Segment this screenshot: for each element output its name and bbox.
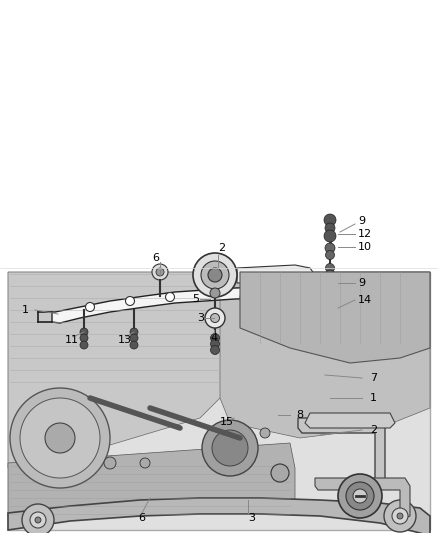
Text: 2: 2 xyxy=(370,425,377,435)
Text: 6: 6 xyxy=(138,513,145,523)
Circle shape xyxy=(325,263,335,272)
Circle shape xyxy=(325,280,335,290)
Circle shape xyxy=(338,474,382,518)
Polygon shape xyxy=(220,272,430,438)
Circle shape xyxy=(152,264,168,280)
Circle shape xyxy=(346,482,374,510)
Text: 3: 3 xyxy=(197,313,204,323)
Circle shape xyxy=(10,388,110,488)
Circle shape xyxy=(140,458,150,468)
Circle shape xyxy=(325,287,335,296)
Polygon shape xyxy=(8,498,430,533)
Polygon shape xyxy=(52,287,325,323)
Ellipse shape xyxy=(240,280,290,316)
Text: 15: 15 xyxy=(220,417,234,427)
Circle shape xyxy=(384,500,416,532)
Circle shape xyxy=(104,457,116,469)
Circle shape xyxy=(80,328,88,336)
Circle shape xyxy=(211,340,219,349)
Circle shape xyxy=(271,464,289,482)
Polygon shape xyxy=(298,418,385,493)
Circle shape xyxy=(208,268,222,282)
Circle shape xyxy=(130,341,138,349)
Circle shape xyxy=(353,489,367,503)
Text: 10: 10 xyxy=(358,242,372,252)
Circle shape xyxy=(296,288,304,297)
Text: 4: 4 xyxy=(210,333,217,343)
Circle shape xyxy=(80,341,88,349)
Circle shape xyxy=(126,296,134,305)
Circle shape xyxy=(193,253,237,297)
Circle shape xyxy=(325,223,335,233)
Polygon shape xyxy=(305,413,395,428)
Text: 1: 1 xyxy=(22,305,29,315)
Circle shape xyxy=(211,313,219,322)
Circle shape xyxy=(324,214,336,226)
Circle shape xyxy=(210,288,220,298)
Polygon shape xyxy=(8,272,230,468)
Circle shape xyxy=(211,334,219,343)
Ellipse shape xyxy=(337,279,373,307)
Circle shape xyxy=(325,243,335,253)
Circle shape xyxy=(130,328,138,336)
Polygon shape xyxy=(8,443,295,516)
Circle shape xyxy=(325,251,335,260)
Circle shape xyxy=(45,423,75,453)
Circle shape xyxy=(30,512,46,528)
Circle shape xyxy=(397,513,403,519)
Circle shape xyxy=(156,268,164,276)
Circle shape xyxy=(205,308,225,328)
Circle shape xyxy=(324,230,336,242)
Circle shape xyxy=(85,303,95,311)
Circle shape xyxy=(80,334,88,342)
Circle shape xyxy=(260,428,270,438)
Text: 14: 14 xyxy=(358,295,372,305)
Circle shape xyxy=(326,328,334,336)
Text: 8: 8 xyxy=(296,410,303,420)
Text: 13: 13 xyxy=(118,335,132,345)
Text: 12: 12 xyxy=(358,229,372,239)
Circle shape xyxy=(201,261,229,289)
Circle shape xyxy=(392,508,408,524)
FancyBboxPatch shape xyxy=(8,272,430,530)
Circle shape xyxy=(130,334,138,342)
Text: 3: 3 xyxy=(248,513,255,523)
Circle shape xyxy=(202,420,258,476)
Circle shape xyxy=(255,287,265,296)
Circle shape xyxy=(326,314,334,322)
Text: 2: 2 xyxy=(218,243,225,253)
Text: 6: 6 xyxy=(152,253,159,263)
Circle shape xyxy=(20,398,100,478)
Circle shape xyxy=(212,430,248,466)
Circle shape xyxy=(35,517,41,523)
Polygon shape xyxy=(240,272,430,363)
Circle shape xyxy=(325,270,335,280)
Polygon shape xyxy=(315,478,410,520)
Ellipse shape xyxy=(293,282,337,314)
Text: 1: 1 xyxy=(370,393,377,403)
Circle shape xyxy=(211,345,219,354)
Text: 5: 5 xyxy=(192,294,199,304)
Text: 9: 9 xyxy=(358,216,365,226)
Circle shape xyxy=(326,321,334,329)
Polygon shape xyxy=(295,282,330,310)
Text: 9: 9 xyxy=(358,278,365,288)
Text: 7: 7 xyxy=(370,373,377,383)
Circle shape xyxy=(22,504,54,533)
Polygon shape xyxy=(237,265,315,283)
Circle shape xyxy=(166,293,174,302)
Text: 11: 11 xyxy=(65,335,79,345)
